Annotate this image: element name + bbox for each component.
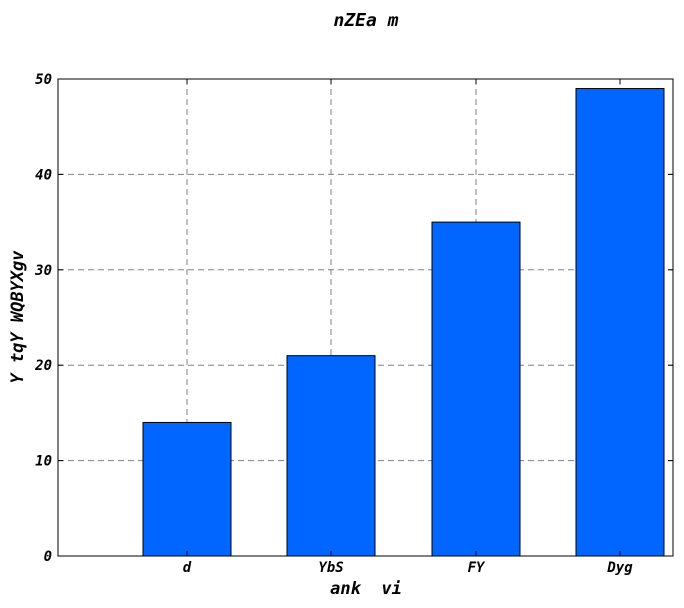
x-tick-labels: d YbS FY Dyg (183, 560, 633, 576)
x-tick-label: FY (468, 560, 486, 576)
y-tick-label: 0 (44, 549, 52, 565)
y-tick-label: 50 (35, 72, 52, 88)
x-tick-label: Dyg (606, 560, 633, 576)
x-axis-label: ank vi (330, 579, 402, 599)
chart-title: nZEa m (333, 10, 398, 31)
plot-frame (57, 78, 674, 557)
x-tick-label: YbS (318, 560, 343, 576)
bar-d (142, 421, 232, 557)
y-tick-label: 40 (35, 167, 52, 183)
bar-FY (431, 221, 521, 557)
bars (142, 88, 665, 557)
y-tick-label: 10 (35, 454, 52, 470)
bar-Dyg (575, 88, 665, 557)
y-tick-label: 20 (34, 358, 52, 374)
y-axis-label: Y tqY WQBYXgv (8, 250, 28, 384)
y-tick-labels: 0 10 20 30 40 50 (34, 72, 52, 565)
y-tick-label: 30 (34, 263, 52, 279)
axis-ticks (58, 78, 673, 557)
bar-YbS (286, 355, 376, 557)
x-tick-label: d (183, 560, 192, 576)
